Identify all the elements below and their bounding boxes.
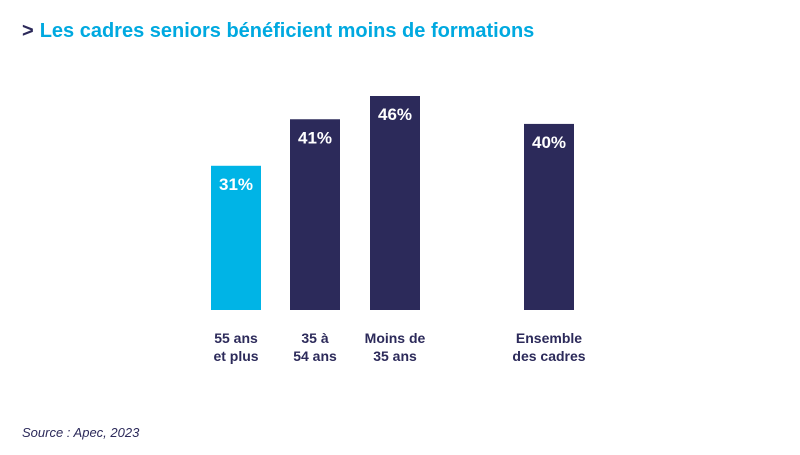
title-arrow: > <box>22 20 34 42</box>
category-label-4: Ensemble des cadres <box>512 330 585 364</box>
bar-2 <box>290 119 340 311</box>
source-note: Source : Apec, 2023 <box>22 425 140 440</box>
category-label-1: 55 ans et plus <box>213 330 258 364</box>
bar-4 <box>524 123 574 310</box>
value-label-1: 31% <box>219 175 253 194</box>
value-label-2: 41% <box>298 128 332 147</box>
bar-1 <box>211 165 261 310</box>
value-label-4: 40% <box>532 133 566 152</box>
chart-title: > Les cadres seniors bénéficient moins de… <box>22 20 534 43</box>
title-text: Les cadres seniors bénéficient moins de … <box>39 20 535 42</box>
value-label-3: 46% <box>378 105 412 124</box>
category-label-2: 35 à 54 ans <box>293 330 337 364</box>
category-label-3: Moins de 35 ans <box>365 330 426 364</box>
bar-3 <box>370 96 420 310</box>
